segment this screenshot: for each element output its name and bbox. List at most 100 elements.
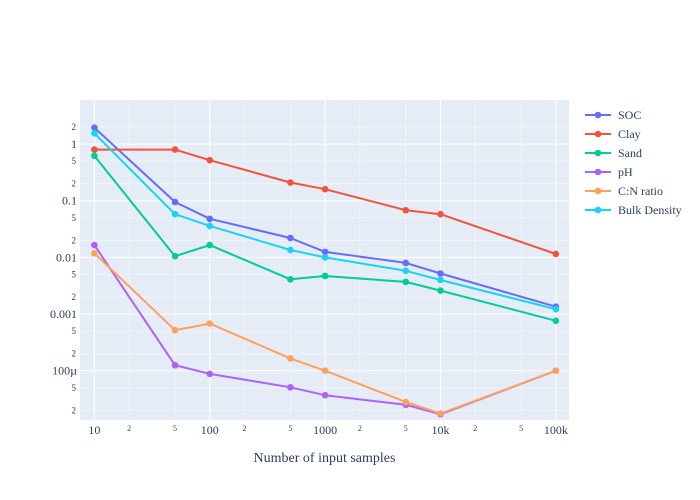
- data-point-bulk-density[interactable]: [206, 222, 214, 230]
- tick-layer: 10 100 1000 10k 100k 2 5 2 5 2 5 2 5 100µ 0.001 0.01 0.1…: [50, 122, 568, 437]
- data-point-bulk-density[interactable]: [402, 267, 410, 275]
- data-point-clay[interactable]: [206, 156, 214, 164]
- legend-marker: [594, 187, 602, 195]
- x-minor-tick-label: 2: [243, 424, 247, 433]
- legend: SOC Clay Sand pH C:N ratio Bulk Density: [585, 108, 682, 217]
- y-minor-tick-label: 5: [72, 269, 77, 279]
- series-layer: [91, 124, 560, 418]
- legend-label: Sand: [618, 146, 642, 160]
- data-point-bulk-density[interactable]: [552, 305, 560, 313]
- data-point-sand[interactable]: [287, 276, 294, 283]
- data-point-bulk-density[interactable]: [287, 246, 294, 254]
- x-minor-tick-label: 5: [173, 424, 177, 433]
- data-point-sand[interactable]: [171, 252, 179, 260]
- series-soc: [91, 124, 560, 310]
- data-point-bulk-density[interactable]: [437, 276, 444, 284]
- data-point-sand[interactable]: [91, 152, 98, 160]
- x-minor-tick-label: 5: [519, 424, 523, 433]
- data-point-soc[interactable]: [206, 215, 214, 223]
- data-point-soc[interactable]: [437, 270, 444, 277]
- data-point-c-n-ratio[interactable]: [321, 367, 329, 375]
- data-point-soc[interactable]: [402, 259, 410, 267]
- data-point-ph[interactable]: [171, 361, 179, 369]
- data-point-ph[interactable]: [91, 241, 98, 249]
- x-minor-tick-label: 2: [127, 424, 131, 433]
- legend-label: Bulk Density: [618, 203, 682, 217]
- data-point-soc[interactable]: [287, 234, 294, 242]
- series-line-sand: [93, 155, 557, 322]
- data-point-ph[interactable]: [206, 370, 214, 378]
- data-point-ph[interactable]: [287, 383, 294, 391]
- legend-item-soc[interactable]: SOC: [585, 108, 641, 122]
- x-tick-label: 100: [201, 423, 219, 437]
- series-sand: [91, 152, 560, 325]
- data-point-ph[interactable]: [321, 391, 329, 399]
- legend-marker: [594, 130, 602, 138]
- x-minor-tick-label: 2: [358, 424, 362, 433]
- x-tick-label: 1000: [313, 423, 337, 437]
- legend-item-sand[interactable]: Sand: [585, 146, 642, 160]
- y-minor-tick-label: 5: [72, 156, 77, 166]
- data-point-clay[interactable]: [287, 179, 294, 186]
- data-point-clay[interactable]: [91, 146, 98, 153]
- series-bulk-density: [91, 130, 560, 313]
- data-point-clay[interactable]: [552, 250, 560, 258]
- x-tick-label: 100k: [544, 423, 568, 437]
- data-point-sand[interactable]: [402, 278, 410, 286]
- data-point-c-n-ratio[interactable]: [287, 355, 294, 362]
- legend-label: pH: [618, 165, 633, 179]
- data-point-sand[interactable]: [321, 272, 329, 280]
- y-minor-tick-label: 5: [72, 213, 77, 223]
- legend-marker: [594, 149, 602, 157]
- legend-label: C:N ratio: [618, 184, 663, 198]
- data-point-clay[interactable]: [171, 146, 179, 153]
- data-point-sand[interactable]: [206, 241, 214, 249]
- y-tick-label: 100µ: [52, 364, 77, 378]
- x-tick-label: 10: [88, 423, 100, 437]
- x-minor-tick-label: 2: [473, 424, 477, 433]
- data-point-bulk-density[interactable]: [91, 130, 98, 137]
- data-point-c-n-ratio[interactable]: [552, 367, 560, 375]
- data-point-c-n-ratio[interactable]: [437, 410, 444, 417]
- y-minor-tick-label: 2: [72, 122, 77, 132]
- x-minor-tick-label: 5: [404, 424, 408, 433]
- y-minor-tick-label: 5: [72, 326, 77, 336]
- y-minor-tick-label: 2: [72, 292, 77, 302]
- data-point-c-n-ratio[interactable]: [91, 250, 98, 257]
- data-point-clay[interactable]: [402, 206, 410, 214]
- y-minor-tick-label: 2: [72, 405, 77, 415]
- data-point-bulk-density[interactable]: [321, 254, 329, 261]
- legend-item-clay[interactable]: Clay: [585, 127, 641, 141]
- data-point-soc[interactable]: [171, 198, 179, 206]
- y-minor-tick-label: 5: [72, 383, 77, 393]
- data-point-soc[interactable]: [321, 248, 329, 256]
- series-line-bulk-density: [93, 132, 557, 311]
- x-minor-tick-label: 5: [288, 424, 292, 433]
- data-point-clay[interactable]: [321, 185, 329, 193]
- legend-item-c-n-ratio[interactable]: C:N ratio: [585, 184, 663, 198]
- data-point-clay[interactable]: [437, 210, 444, 218]
- legend-marker: [594, 111, 602, 119]
- series-c-n-ratio: [91, 250, 560, 417]
- y-tick-label: 0.1: [62, 194, 77, 208]
- y-tick-label: 1: [71, 137, 77, 151]
- series-line-clay: [94, 148, 557, 255]
- data-point-c-n-ratio[interactable]: [206, 320, 214, 327]
- data-point-c-n-ratio[interactable]: [402, 398, 410, 406]
- y-minor-tick-label: 2: [72, 349, 77, 359]
- grid-layer: [80, 100, 569, 420]
- legend-item-bulk-density[interactable]: Bulk Density: [585, 203, 682, 217]
- data-point-bulk-density[interactable]: [171, 210, 179, 218]
- data-point-c-n-ratio[interactable]: [171, 326, 179, 334]
- data-point-sand[interactable]: [552, 317, 560, 325]
- series-clay: [91, 146, 560, 258]
- data-point-sand[interactable]: [437, 287, 444, 294]
- legend-marker: [594, 168, 602, 176]
- data-point-soc[interactable]: [91, 124, 98, 131]
- series-line-soc: [93, 126, 557, 308]
- legend-label: SOC: [618, 108, 641, 122]
- series-line-c-n-ratio: [93, 252, 557, 415]
- legend-item-ph[interactable]: pH: [585, 165, 633, 179]
- legend-marker: [594, 206, 602, 214]
